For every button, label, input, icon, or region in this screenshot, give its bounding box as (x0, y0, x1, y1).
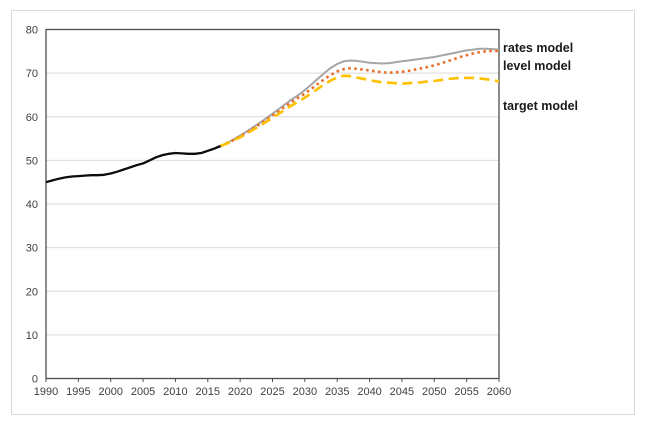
x-tick-label: 2040 (357, 386, 381, 398)
y-tick-label: 40 (26, 199, 38, 211)
x-tick-label: 2045 (390, 386, 414, 398)
x-tick-label: 2000 (98, 386, 122, 398)
y-tick-label: 30 (26, 243, 38, 255)
x-tick-label: 1995 (66, 386, 90, 398)
y-tick-label: 50 (26, 155, 38, 167)
series-line-rates-model (220, 47, 500, 147)
x-tick-label: 2060 (487, 386, 511, 398)
x-tick-label: 2020 (228, 386, 252, 398)
x-tick-label: 2025 (260, 386, 284, 398)
legend-label-target-model: target model (503, 99, 579, 113)
x-tick-label: 2050 (422, 386, 446, 398)
x-tick-label: 2030 (293, 386, 317, 398)
y-tick-label: 60 (26, 112, 38, 124)
chart-frame (11, 10, 635, 415)
x-tick-label: 2010 (163, 386, 187, 398)
x-tick-label: 2035 (325, 386, 349, 398)
legend-label-rates-model: rates model (503, 41, 574, 55)
series-line-historical (45, 144, 222, 184)
y-tick-label: 80 (26, 25, 38, 37)
series-line-level-model (220, 49, 499, 148)
x-tick-label: 2055 (454, 386, 478, 398)
legend-label-level-model: level model (503, 59, 572, 73)
series-line-target-model (220, 74, 500, 148)
y-tick-label: 70 (26, 68, 38, 80)
x-tick-label: 2015 (196, 386, 220, 398)
y-tick-label: 20 (26, 286, 38, 298)
y-tick-label: 10 (26, 330, 38, 342)
x-tick-label: 2005 (131, 386, 155, 398)
x-tick-label: 1990 (34, 386, 58, 398)
y-tick-label: 0 (32, 374, 38, 386)
